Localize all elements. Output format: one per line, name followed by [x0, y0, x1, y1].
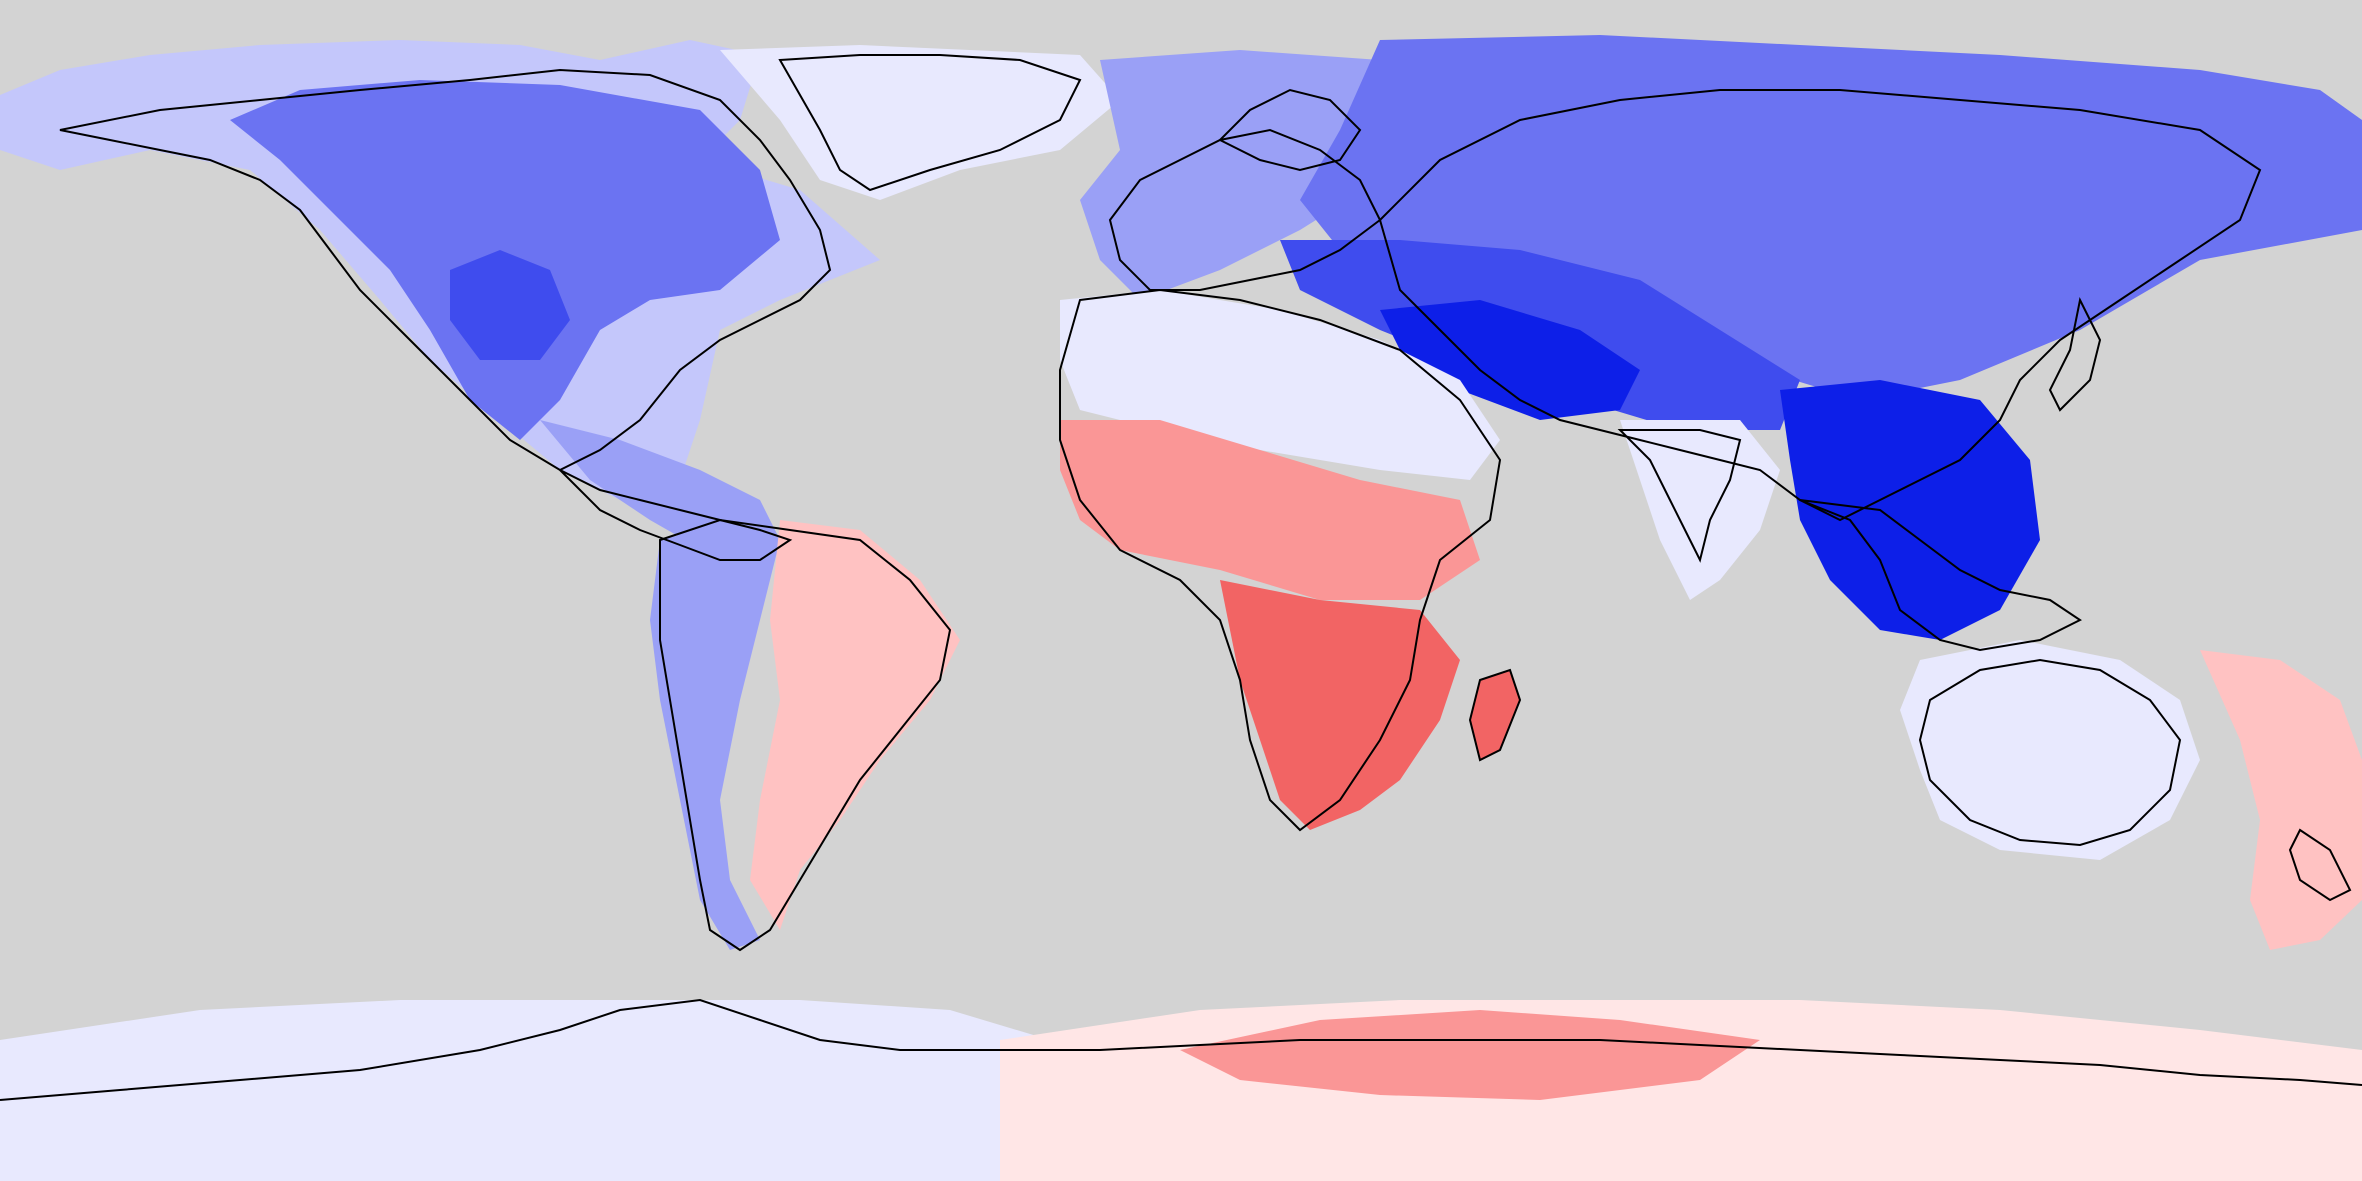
coastline-madagascar — [1468, 668, 1522, 762]
region-south-america-east — [750, 520, 960, 930]
region-madagascar — [1470, 670, 1520, 760]
region-greenland — [720, 45, 1120, 200]
region-southern-africa — [1220, 580, 1460, 830]
coastline-scandinavia — [1218, 88, 1362, 172]
anomaly-field-layer — [0, 35, 2362, 1181]
coastline-new-zealand — [2288, 828, 2352, 902]
region-sahara-north — [1060, 290, 1500, 480]
coastline-central-america — [559, 469, 793, 561]
coastline-africa — [1059, 288, 1502, 832]
region-new-zealand-ocean — [2200, 650, 2362, 950]
region-australia — [1900, 640, 2200, 860]
coastline-southeast-asia — [1799, 499, 2082, 652]
coastline-india — [1617, 429, 1742, 563]
region-siberia — [1300, 35, 2362, 400]
region-antarctica-warm-band — [1180, 1010, 1760, 1100]
coastline-greenland — [778, 54, 1082, 192]
region-north-america-rockies — [450, 250, 570, 360]
coastline-antarctica — [0, 998, 2362, 1101]
region-antarctica-east — [1000, 1000, 2362, 1181]
region-antarctica-west — [0, 1000, 1050, 1181]
region-west-africa — [1060, 420, 1480, 600]
coastline-australia — [1918, 658, 2182, 847]
coastline-south-america — [659, 518, 952, 952]
region-south-america-andes — [650, 520, 780, 950]
coastline-north-america — [59, 68, 832, 472]
region-europe — [1080, 50, 1420, 300]
coastline-japan — [2048, 296, 2102, 412]
region-tibet-himalaya — [1380, 300, 1640, 420]
coastline-asia — [1378, 89, 2262, 522]
coastline-layer — [0, 54, 2362, 1101]
